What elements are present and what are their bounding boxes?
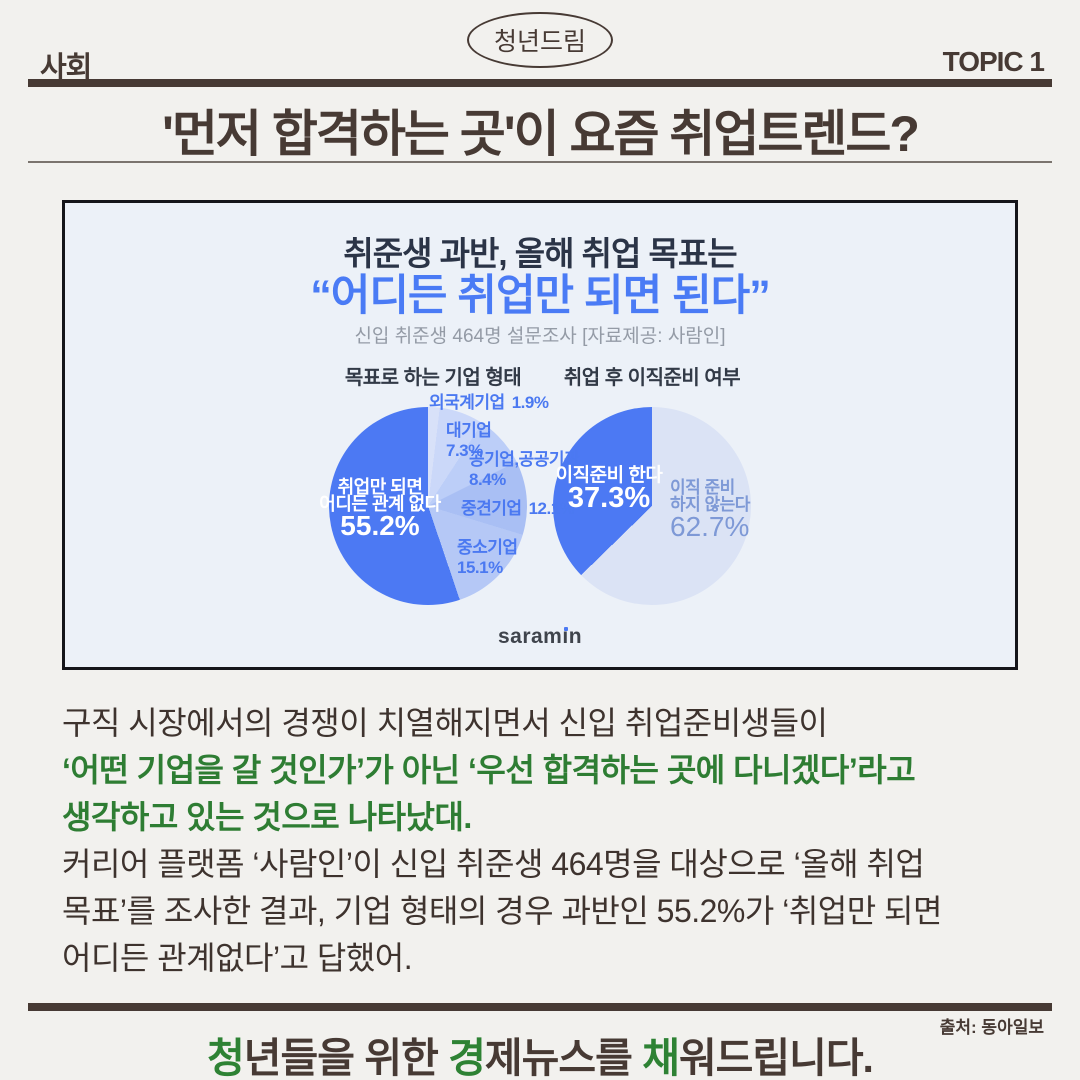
- headline-divider: [28, 161, 1052, 163]
- footer-slogan: 청년들을 위한 경제뉴스를 채워드립니다.: [207, 1035, 874, 1080]
- pie-chart-company-type: [329, 407, 527, 605]
- body-line: 구직 시장에서의 경쟁이 치열해지면서 신입 취업준비생들이: [62, 705, 828, 741]
- header-divider: [28, 79, 1052, 87]
- slice-label-large-company: 대기업 7.3%: [446, 421, 492, 460]
- topic-label: TOPIC 1: [942, 46, 1045, 77]
- brand-badge: 청년드림: [467, 12, 613, 68]
- chart-card-subtitle: 신입 취준생 464명 설문조사 [자료제공: 사람인]: [354, 326, 726, 347]
- pie-title-job-change: 취업 후 이직준비 여부: [563, 367, 741, 389]
- page-title: '먼저 합격하는 곳'이 요즘 취업트렌드?: [162, 106, 920, 162]
- body-line: 목표’를 조사한 결과, 기업 형태의 경우 과반인 55.2%가 ‘취업만 되…: [62, 893, 942, 929]
- chart-card-quote: “어디든 취업만 되면 된다”: [310, 272, 770, 320]
- slice-value-will-change-job: 37.3%: [567, 482, 651, 514]
- body-line: 커리어 플랫폼 ‘사람인’이 신입 취준생 464명을 대상으로 ‘올해 취업: [62, 846, 925, 882]
- article-body: 구직 시장에서의 경쟁이 치열해지면서 신입 취업준비생들이 ‘어떤 기업을 갈…: [62, 700, 1040, 982]
- body-line: ‘어떤 기업을 갈 것인가’가 아닌 ‘우선 합격하는 곳에 다니겠다’라고: [62, 752, 916, 788]
- saramin-logo-i-dot: [563, 627, 568, 631]
- chart-card-title: 취준생 과반, 올해 취업 목표는: [343, 235, 737, 272]
- saramin-logo-i: ı: [562, 625, 569, 648]
- slice-label-small-company: 중소기업 15.1%: [457, 538, 518, 577]
- survey-chart-card: 취준생 과반, 올해 취업 목표는 “어디든 취업만 되면 된다” 신입 취준생…: [62, 200, 1018, 670]
- slice-value-wont-change-job: 62.7%: [670, 511, 750, 542]
- slice-label-any-company: 취업만 되면 어디든 관계 없다 55.2%: [265, 478, 495, 541]
- saramin-logo: saramı n: [497, 625, 583, 648]
- section-label: 사회: [40, 52, 92, 84]
- body-line: 어디든 관계없다’고 답했어.: [62, 940, 413, 976]
- pie-title-company-type: 목표로 하는 기업 형태: [344, 367, 522, 389]
- brand-badge-label: 청년드림: [493, 28, 586, 56]
- source-label: 출처: 동아일보: [939, 1018, 1044, 1037]
- footer-divider: [28, 1003, 1052, 1011]
- slice-label-foreign-company: 외국계기업 1.9%: [429, 393, 549, 412]
- slice-label-public-company: 공기업,공공기관 8.4%: [469, 450, 580, 489]
- slice-value-any-company: 55.2%: [340, 510, 420, 541]
- slice-label-wont-change-job: 이직 준비 하지 않는다 62.7%: [670, 478, 750, 542]
- body-line: 생각하고 있는 것으로 나타났대.: [62, 799, 472, 835]
- pie-chart-job-change: [553, 407, 751, 605]
- slice-label-will-change-job: 이직준비 한다 37.3%: [529, 465, 689, 514]
- slice-label-midsize-company: 중견기업 12.1%: [461, 499, 575, 518]
